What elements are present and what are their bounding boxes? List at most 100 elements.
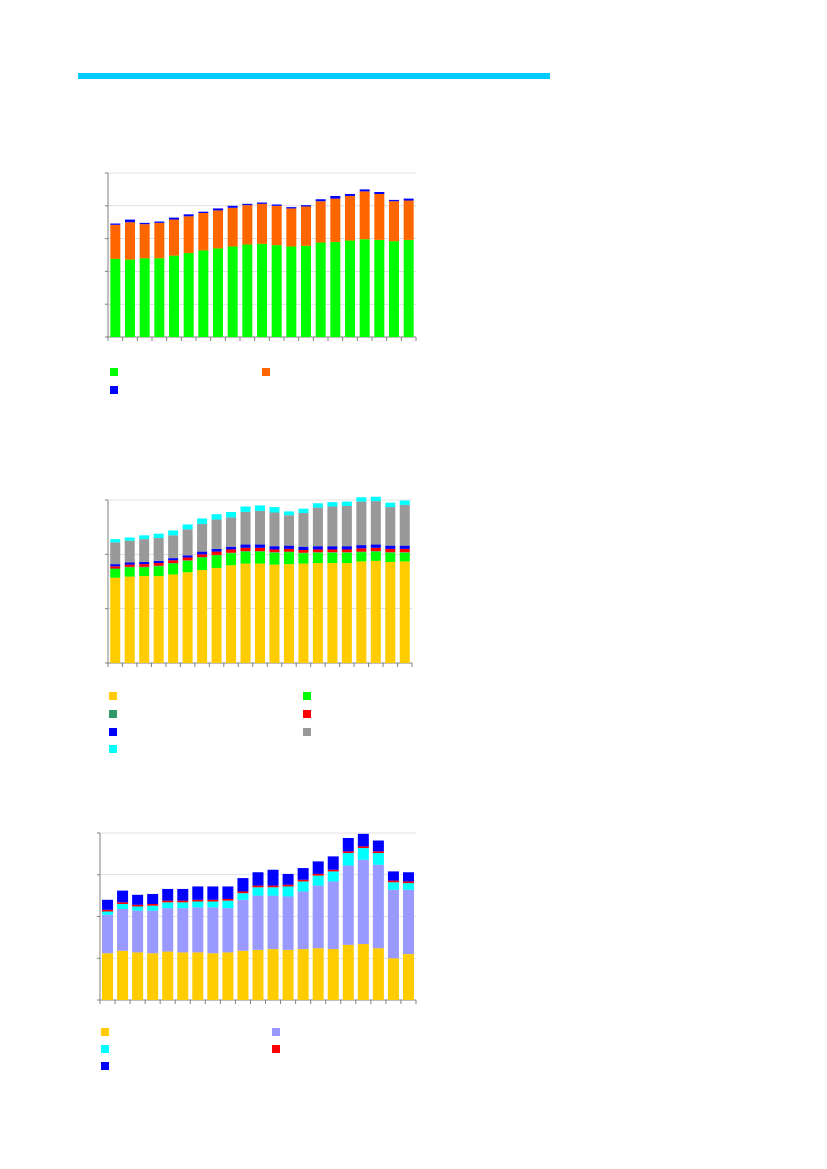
bar-c1-s1-17 — [345, 240, 355, 337]
bar-c2-s7-15 — [312, 503, 323, 508]
bar-c2-s2-1 — [110, 569, 121, 578]
bar-c3-s2-9 — [222, 908, 234, 953]
bar-c2-s3-21 — [399, 552, 410, 553]
bar-c2-s3-19 — [370, 551, 381, 552]
legend-swatch — [272, 1045, 280, 1053]
bar-c2-s4-2 — [124, 564, 135, 567]
bar-c3-s3-13 — [282, 886, 294, 897]
bar-c2-s7-2 — [124, 537, 135, 541]
bar-c3-s1-3 — [132, 952, 144, 1000]
bar-c3-s3-5 — [162, 902, 174, 909]
bar-c1-s3-19 — [374, 192, 385, 194]
bar-c2-s6-17 — [341, 505, 352, 547]
bar-c3-s3-18 — [357, 848, 369, 860]
bar-c1-s3-10 — [242, 203, 253, 206]
bar-c3-s4-14 — [297, 879, 309, 882]
bar-c3-s5-6 — [177, 888, 189, 901]
bar-c2-s7-12 — [269, 507, 280, 513]
bar-c2-s2-12 — [269, 552, 280, 565]
bar-c3-s3-2 — [117, 903, 129, 909]
legend-swatch — [303, 710, 311, 718]
bar-c2-s6-5 — [168, 535, 179, 559]
bar-c1-s1-15 — [315, 242, 326, 337]
bar-c2-s7-5 — [168, 530, 179, 536]
bar-c3-s1-20 — [387, 958, 399, 1000]
bar-c3-s1-10 — [237, 950, 249, 1000]
bar-c1-s1-16 — [330, 241, 341, 337]
bar-c1-s1-18 — [359, 239, 370, 337]
bar-c3-s1-17 — [342, 944, 354, 1000]
bar-c2-s4-8 — [211, 551, 222, 555]
bar-c2-s6-21 — [399, 504, 410, 546]
bar-c2-s7-10 — [240, 506, 251, 512]
bar-c2-s2-5 — [168, 563, 179, 575]
bar-c1-s2-5 — [169, 219, 179, 256]
bar-c2-s5-16 — [327, 546, 338, 550]
bar-c3-s2-7 — [192, 907, 204, 953]
bar-c2-s6-11 — [255, 510, 265, 545]
bar-c1-s1-21 — [403, 239, 414, 337]
bar-c2-s7-19 — [370, 496, 381, 502]
bar-c1-s1-10 — [242, 244, 253, 337]
bar-c3-s3-4 — [147, 905, 159, 911]
bar-c2-s4-17 — [341, 549, 352, 553]
bar-c2-s3-14 — [298, 552, 309, 554]
bar-c1-s3-13 — [286, 207, 297, 209]
header-rule — [78, 73, 550, 79]
bar-c2-s1-6 — [182, 572, 193, 663]
bar-c1-s2-9 — [227, 207, 238, 247]
bar-c3-s4-5 — [162, 900, 174, 903]
bar-c2-s1-12 — [269, 564, 280, 663]
bar-c3-s1-6 — [177, 952, 189, 1000]
bar-c3-s2-2 — [117, 908, 129, 951]
bar-c2-s3-11 — [255, 551, 265, 552]
bar-c2-s1-5 — [168, 574, 179, 663]
bar-c3-s5-3 — [132, 894, 144, 905]
bar-c1-s1-1 — [110, 258, 121, 337]
bar-c3-s1-15 — [312, 948, 324, 1000]
bar-c2-s6-4 — [153, 538, 164, 561]
bar-c3-s3-8 — [207, 901, 219, 908]
bar-c3-s4-4 — [147, 903, 159, 906]
bar-c3-s5-16 — [327, 856, 339, 870]
bar-c2-s6-1 — [110, 542, 121, 565]
bar-c3-s2-13 — [282, 896, 294, 950]
bar-c2-s3-8 — [211, 554, 222, 556]
bar-c2-s6-19 — [370, 501, 381, 545]
bar-c2-s5-10 — [240, 544, 251, 548]
bar-c2-s1-8 — [211, 567, 222, 663]
bar-c2-s5-9 — [226, 546, 237, 550]
legend-swatch — [109, 692, 117, 700]
bar-c3-s3-10 — [237, 893, 249, 900]
bar-c3-s3-17 — [342, 853, 354, 866]
bar-c3-s5-21 — [402, 872, 414, 882]
bar-c3-s1-18 — [357, 944, 369, 1000]
bar-c2-s7-4 — [153, 533, 164, 539]
bar-c1-s2-16 — [330, 198, 341, 242]
bar-c1-s1-12 — [271, 245, 282, 337]
bar-c1-s1-19 — [374, 239, 385, 337]
legend-swatch — [101, 1028, 109, 1036]
bar-c2-s1-14 — [298, 563, 309, 663]
bar-c1-s2-10 — [242, 205, 253, 245]
bar-c2-s7-18 — [356, 497, 367, 502]
bar-c1-s2-14 — [301, 206, 311, 246]
bar-c2-s2-4 — [153, 566, 164, 577]
bar-c2-s3-12 — [269, 552, 280, 553]
bar-c2-s1-11 — [255, 563, 265, 663]
bar-c2-s1-16 — [327, 563, 338, 663]
bar-c2-s2-18 — [356, 552, 367, 562]
bar-c3-s5-9 — [222, 886, 234, 899]
bar-c2-s3-2 — [124, 566, 135, 568]
bar-c1-s2-7 — [198, 213, 209, 251]
bar-c1-s2-13 — [286, 208, 297, 247]
bar-c2-s5-4 — [153, 560, 164, 564]
bar-c1-s1-3 — [139, 258, 150, 337]
bar-c2-s5-20 — [385, 545, 396, 549]
bar-c1-s1-4 — [154, 258, 165, 337]
bar-c1-s3-5 — [169, 217, 179, 220]
bar-c2-s1-17 — [341, 563, 352, 663]
bar-c3-s3-9 — [222, 900, 234, 909]
bar-c2-s4-9 — [226, 549, 237, 553]
bar-c3-s5-2 — [117, 890, 129, 903]
